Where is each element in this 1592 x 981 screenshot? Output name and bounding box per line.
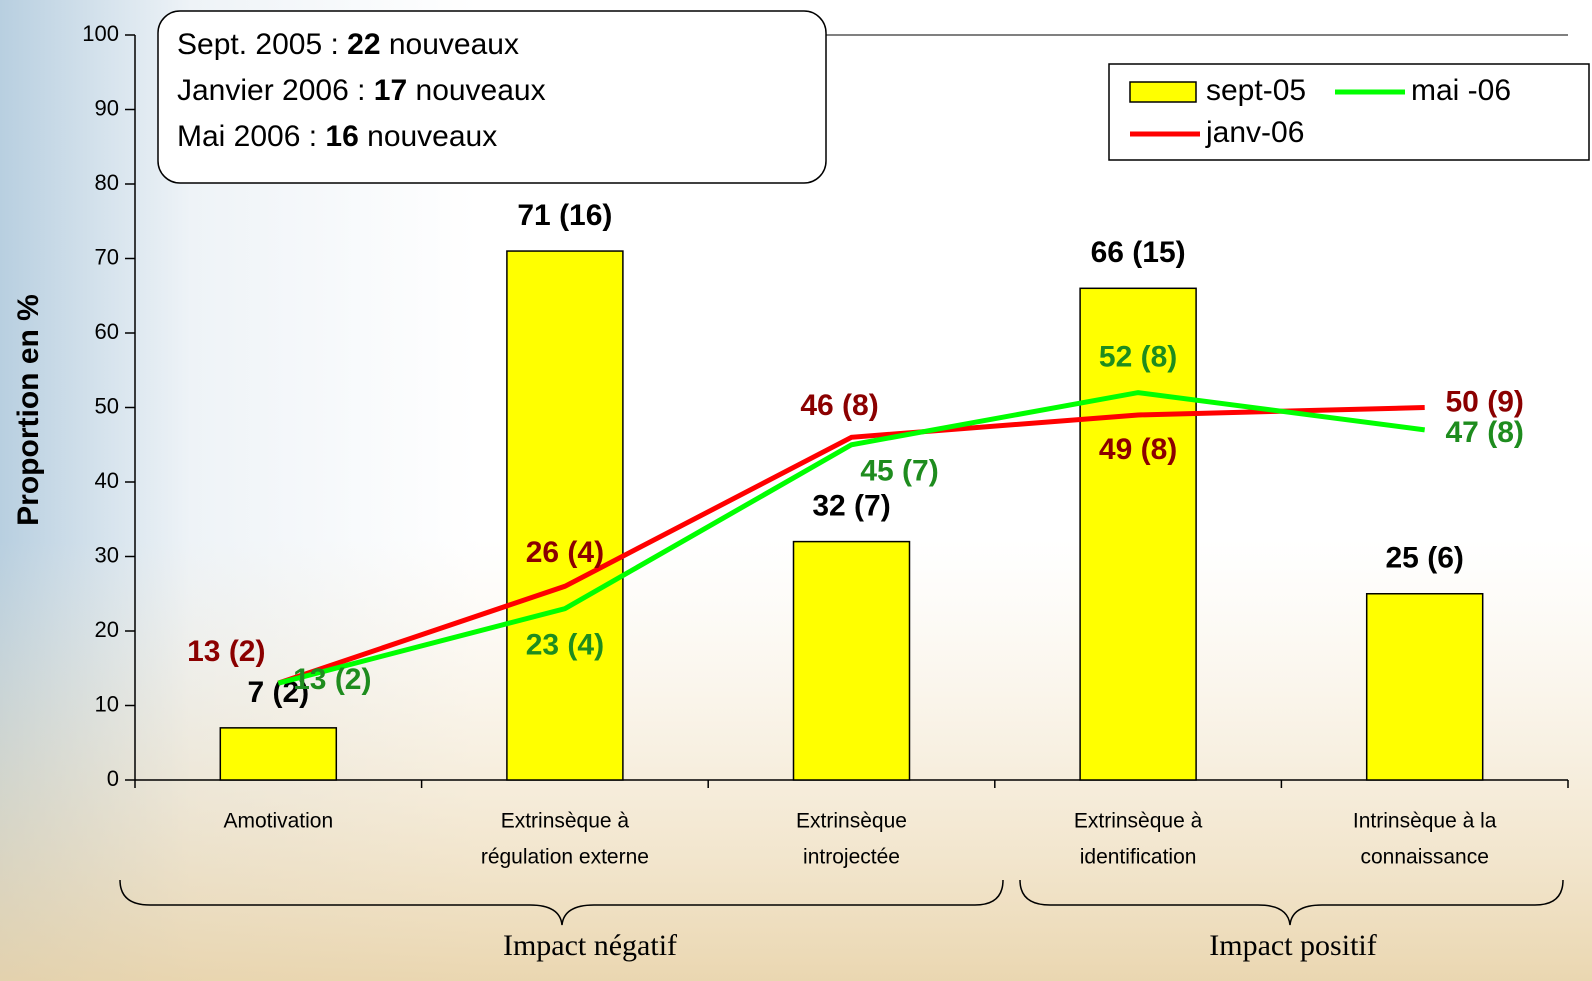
value-label: 13 (2) [293,663,371,696]
annotation: Sept. 2005 : 22 nouveaux [177,28,519,61]
bar [506,250,624,781]
y-axis-label: Proportion en % [12,294,45,526]
x-tick-label: connaissance [1360,846,1488,869]
y-tick-label: 100 [82,21,119,46]
bar [219,727,338,781]
annotation-box [157,10,827,184]
value-label: 45 (7) [860,455,938,488]
x-tick-label: Intrinsèque à la [1353,810,1497,833]
y-tick-label: 0 [107,766,119,791]
annotation-suffix: nouveaux [359,120,497,153]
y-tick-label: 20 [95,617,119,642]
y-tick-label: 10 [95,691,119,716]
value-label: 66 (15) [1091,236,1186,269]
annotation-suffix: nouveaux [381,28,519,61]
value-label: 49 (8) [1099,433,1177,466]
y-tick-label: 60 [95,319,119,344]
group-label: Impact positif [1209,929,1376,962]
annotation: Janvier 2006 : 17 nouveaux [177,74,546,107]
line [277,390,1426,686]
y-tick-label: 40 [95,468,119,493]
annotation-count: 16 [325,120,358,153]
x-tick-label: identification [1080,846,1197,869]
annotation: Mai 2006 : 16 nouveaux [177,120,497,153]
y-tick-label: 90 [95,95,119,120]
annotation-prefix: Mai 2006 : [177,120,325,153]
line [277,405,1425,686]
value-label: 46 (8) [800,389,878,422]
legend-label: mai -06 [1411,74,1511,107]
brace [1019,879,1564,926]
y-tick-label: 30 [95,542,119,567]
value-label: 47 (8) [1446,416,1524,449]
y-tick-label: 80 [95,170,119,195]
y-tick-label: 50 [95,393,119,418]
x-tick-label: introjectée [803,846,900,869]
legend-label: janv-06 [1205,116,1304,149]
annotation-suffix: nouveaux [407,74,545,107]
x-tick-label: Extrinsèque à [1074,810,1203,833]
x-tick-label: Extrinsèque [796,810,907,833]
annotation-prefix: Sept. 2005 : [177,28,347,61]
value-label: 25 (6) [1386,542,1464,575]
brace [119,879,1004,926]
bar [792,540,911,781]
bar [1365,593,1484,781]
group-label: Impact négatif [503,929,677,962]
value-label: 50 (9) [1446,385,1524,418]
annotation-count: 17 [374,74,407,107]
value-label: 32 (7) [812,490,890,523]
value-label: 23 (4) [526,629,604,662]
legend-label: sept-05 [1206,74,1306,107]
annotation-prefix: Janvier 2006 : [177,74,374,107]
annotation-count: 22 [347,28,380,61]
y-tick-label: 70 [95,244,119,269]
value-label: 71 (16) [517,199,612,232]
value-label: 26 (4) [526,536,604,569]
x-tick-label: Amotivation [223,810,333,833]
bar [1079,287,1197,781]
value-label: 13 (2) [187,635,265,668]
x-tick-label: régulation externe [481,846,649,869]
legend-swatch [1129,81,1197,103]
x-tick-label: Extrinsèque à [501,810,630,833]
value-label: 52 (8) [1099,341,1177,374]
legend-box [1108,63,1590,161]
